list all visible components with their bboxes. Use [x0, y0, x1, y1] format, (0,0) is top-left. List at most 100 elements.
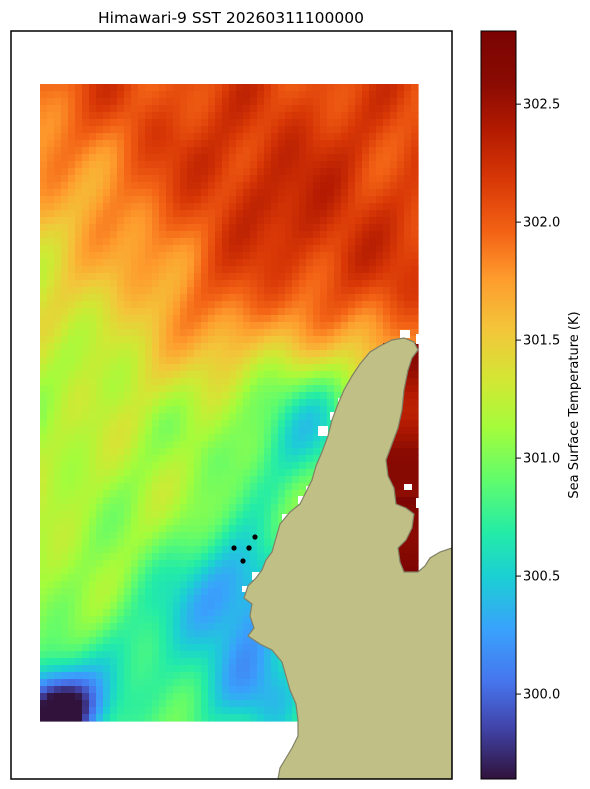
sst-cell — [299, 350, 307, 358]
sst-cell — [89, 112, 97, 120]
sst-cell — [61, 602, 69, 610]
sst-cell — [369, 224, 377, 232]
sst-cell — [236, 427, 244, 435]
sst-cell — [180, 224, 188, 232]
sst-cell — [110, 441, 118, 449]
sst-cell — [159, 553, 167, 561]
sst-cell — [54, 616, 62, 624]
sst-cell — [236, 189, 244, 197]
sst-cell — [138, 609, 146, 617]
sst-cell — [82, 546, 90, 554]
sst-cell — [124, 693, 132, 701]
sst-cell — [187, 623, 195, 631]
sst-cell — [376, 182, 384, 190]
sst-cell — [264, 525, 272, 533]
sst-cell — [390, 441, 398, 449]
sst-cell — [271, 700, 279, 708]
sst-cell — [110, 203, 118, 211]
sst-cell — [68, 448, 76, 456]
sst-cell — [110, 126, 118, 134]
sst-cell — [180, 406, 188, 414]
sst-cell — [278, 245, 286, 253]
sst-cell — [236, 203, 244, 211]
sst-cell — [96, 567, 104, 575]
sst-cell — [208, 714, 216, 722]
sst-cell — [152, 105, 160, 113]
sst-cell — [313, 259, 321, 267]
sst-cell — [285, 350, 293, 358]
sst-cell — [166, 245, 174, 253]
sst-cell — [201, 539, 209, 547]
sst-cell — [243, 343, 251, 351]
sst-cell — [173, 511, 181, 519]
sst-cell — [278, 455, 286, 463]
sst-cell — [271, 147, 279, 155]
sst-cell — [152, 644, 160, 652]
sst-cell — [208, 399, 216, 407]
missing-data-cell — [416, 498, 422, 508]
sst-cell — [166, 567, 174, 575]
sst-cell — [285, 714, 293, 722]
sst-cell — [117, 630, 125, 638]
sst-cell — [397, 105, 405, 113]
sst-cell — [264, 518, 272, 526]
sst-cell — [250, 707, 258, 715]
sst-cell — [271, 665, 279, 673]
sst-cell — [313, 119, 321, 127]
sst-cell — [243, 259, 251, 267]
sst-cell — [229, 350, 237, 358]
sst-cell — [180, 476, 188, 484]
sst-cell — [96, 623, 104, 631]
sst-cell — [47, 343, 55, 351]
sst-cell — [355, 273, 363, 281]
sst-cell — [117, 336, 125, 344]
sst-cell — [411, 560, 419, 568]
sst-cell — [215, 266, 223, 274]
sst-cell — [96, 406, 104, 414]
sst-cell — [355, 224, 363, 232]
sst-cell — [229, 238, 237, 246]
sst-cell — [201, 224, 209, 232]
sst-cell — [166, 469, 174, 477]
sst-cell — [411, 336, 419, 344]
sst-cell — [264, 322, 272, 330]
sst-cell — [124, 588, 132, 596]
sst-cell — [138, 560, 146, 568]
sst-cell — [61, 98, 69, 106]
sst-cell — [334, 210, 342, 218]
sst-cell — [215, 588, 223, 596]
sst-cell — [103, 308, 111, 316]
sst-cell — [222, 455, 230, 463]
sst-cell — [278, 189, 286, 197]
sst-cell — [369, 126, 377, 134]
sst-cell — [187, 224, 195, 232]
sst-cell — [341, 287, 349, 295]
sst-cell — [250, 665, 258, 673]
sst-cell — [40, 392, 48, 400]
sst-cell — [187, 168, 195, 176]
sst-cell — [166, 679, 174, 687]
sst-cell — [404, 560, 412, 568]
sst-cell — [117, 707, 125, 715]
sst-cell — [194, 161, 202, 169]
sst-cell — [257, 147, 265, 155]
sst-cell — [292, 462, 300, 470]
sst-cell — [313, 168, 321, 176]
sst-cell — [96, 602, 104, 610]
sst-cell — [159, 203, 167, 211]
sst-cell — [61, 672, 69, 680]
sst-cell — [285, 203, 293, 211]
sst-cell — [173, 364, 181, 372]
sst-cell — [348, 182, 356, 190]
sst-cell — [89, 133, 97, 141]
sst-cell — [47, 637, 55, 645]
sst-cell — [173, 616, 181, 624]
sst-cell — [327, 245, 335, 253]
sst-cell — [271, 518, 279, 526]
sst-cell — [54, 147, 62, 155]
sst-cell — [229, 455, 237, 463]
sst-cell — [411, 84, 419, 92]
sst-cell — [278, 392, 286, 400]
sst-cell — [397, 259, 405, 267]
sst-cell — [215, 672, 223, 680]
